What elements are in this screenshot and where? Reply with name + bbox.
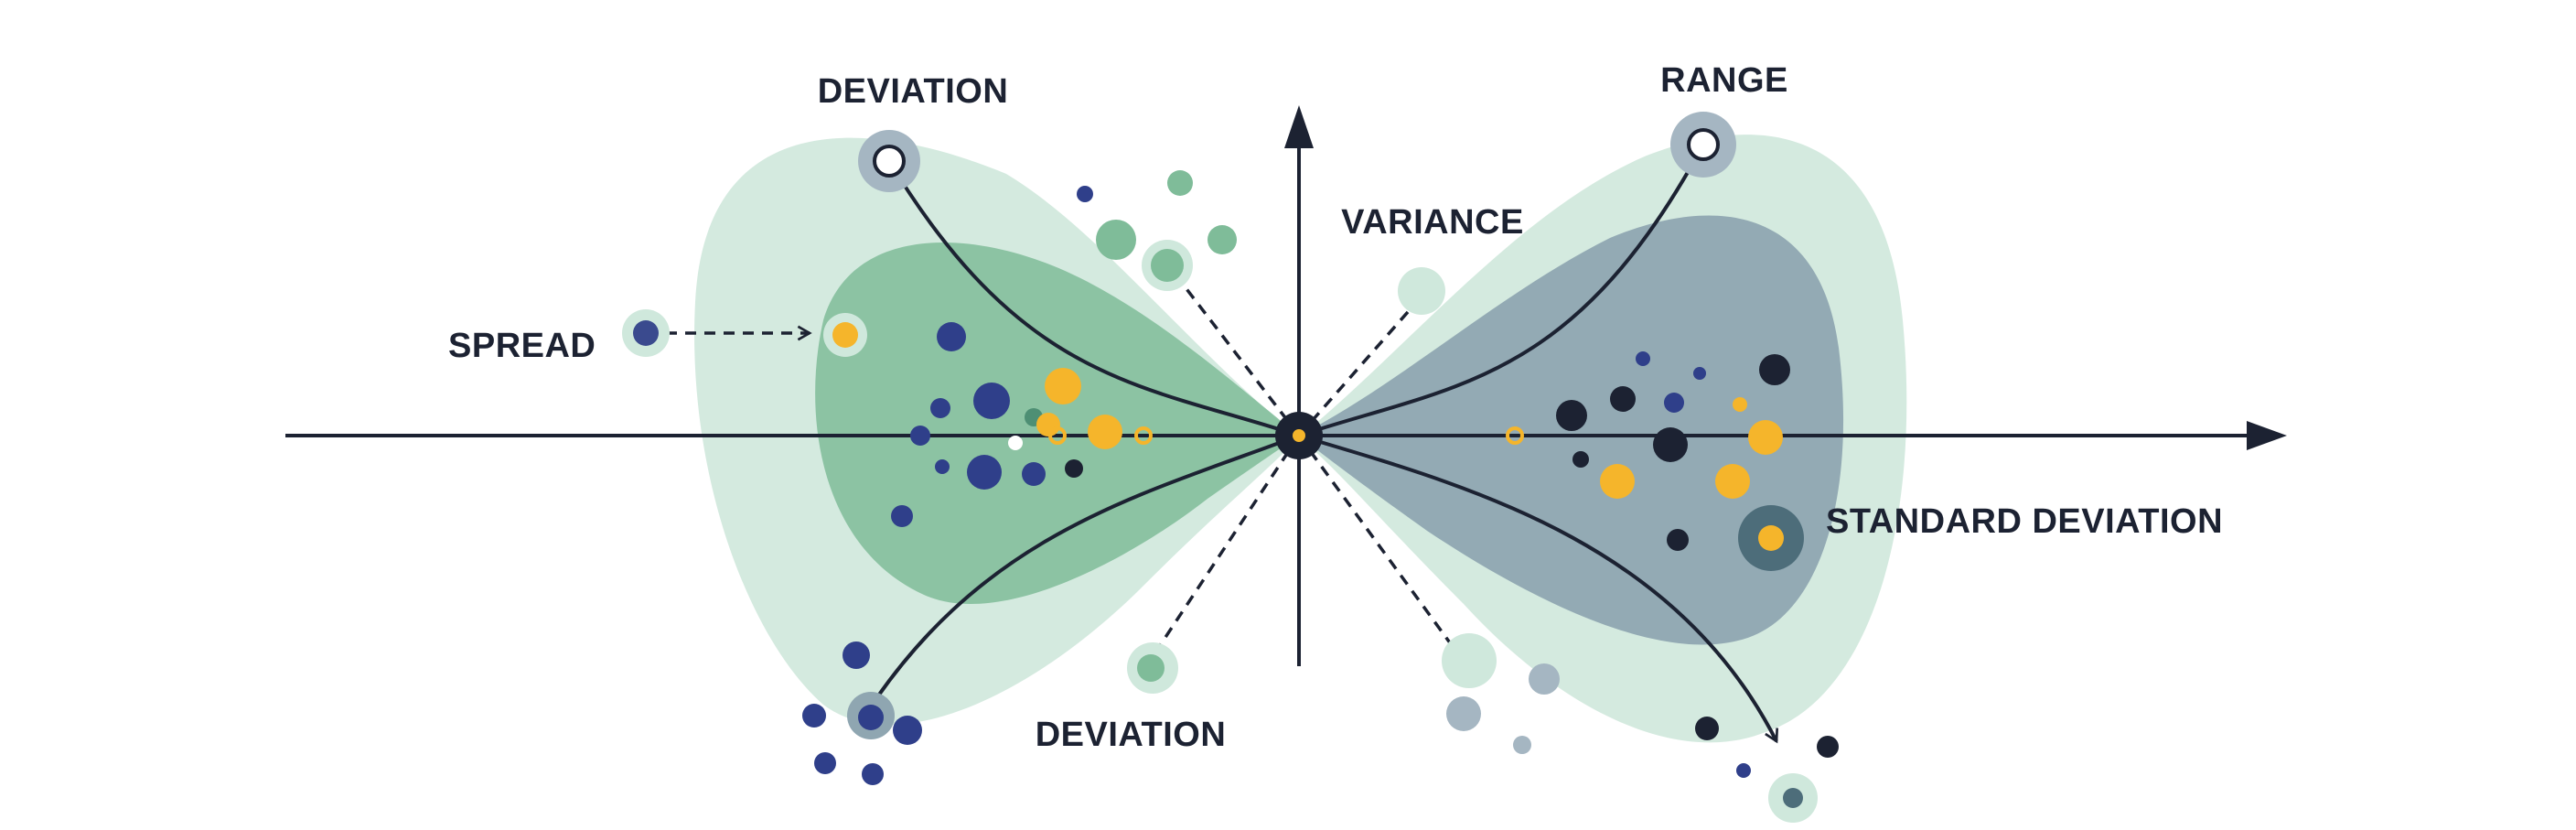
label-deviation-top: DEVIATION xyxy=(818,72,1009,111)
data-point xyxy=(1096,220,1136,260)
data-point xyxy=(802,704,826,728)
data-point xyxy=(1667,529,1689,551)
data-point xyxy=(858,705,884,730)
data-point xyxy=(1008,436,1023,450)
curve-to-bottom-left xyxy=(867,434,1300,712)
label-range: RANGE xyxy=(1660,61,1788,100)
label-spread: SPREAD xyxy=(448,327,596,365)
right-cluster xyxy=(1506,351,1790,551)
left-cluster xyxy=(891,322,1153,527)
dashed-variance-arrow xyxy=(1297,279,1436,437)
outer-dots xyxy=(802,170,1839,823)
axes xyxy=(285,105,2287,666)
origin-point-center xyxy=(1293,429,1305,442)
data-point xyxy=(1036,413,1060,437)
label-variance: VARIANCE xyxy=(1341,203,1524,242)
data-point xyxy=(1693,367,1706,380)
data-point xyxy=(935,459,950,474)
curve-to-deviation-top xyxy=(887,159,1300,437)
dashed-lower-right xyxy=(1297,434,1480,684)
data-point xyxy=(1695,717,1719,740)
data-point xyxy=(1783,788,1803,808)
data-point xyxy=(1572,451,1589,468)
data-point xyxy=(1817,736,1839,758)
data-point xyxy=(1664,393,1684,413)
data-point xyxy=(1529,663,1560,695)
data-point xyxy=(1065,459,1083,478)
data-point xyxy=(930,398,950,418)
data-point xyxy=(1022,462,1046,486)
labels: DEVIATION RANGE VARIANCE SPREAD STANDARD… xyxy=(448,61,2223,754)
data-point xyxy=(1167,170,1193,196)
data-point xyxy=(910,426,930,446)
data-point xyxy=(893,716,922,745)
data-point xyxy=(1759,354,1790,385)
data-point xyxy=(891,505,913,527)
label-deviation-bottom: DEVIATION xyxy=(1036,716,1227,754)
data-point xyxy=(1715,464,1750,499)
data-point xyxy=(862,763,884,785)
spread-marker xyxy=(633,320,659,346)
data-point xyxy=(1748,420,1783,455)
data-point xyxy=(1398,267,1445,315)
data-point xyxy=(1137,654,1165,682)
x-axis-arrowhead xyxy=(2247,421,2287,450)
data-point xyxy=(1600,464,1635,499)
standard-deviation-marker xyxy=(1758,525,1784,551)
data-point xyxy=(937,322,966,351)
dashed-lower-left xyxy=(1155,435,1301,651)
data-point xyxy=(843,641,870,669)
data-point xyxy=(814,752,836,774)
data-point xyxy=(1045,368,1081,404)
deviation-top-marker xyxy=(873,145,906,178)
dashed-upper-left xyxy=(1174,273,1301,437)
range-marker xyxy=(1687,128,1720,161)
data-point xyxy=(1556,400,1587,431)
data-point xyxy=(1506,426,1524,445)
curve-to-bottom-right xyxy=(1298,434,1779,744)
data-point xyxy=(1442,633,1497,688)
data-point xyxy=(1653,427,1688,462)
data-point xyxy=(1134,426,1153,445)
solid-curves xyxy=(867,144,1779,744)
data-point xyxy=(1048,426,1067,445)
data-point xyxy=(1610,386,1636,412)
data-point xyxy=(1077,186,1093,202)
dashed-arrows xyxy=(666,273,1480,684)
data-point xyxy=(1151,249,1184,282)
data-point xyxy=(1446,696,1481,731)
y-axis-arrowhead xyxy=(1284,105,1314,148)
spread-target xyxy=(832,322,858,348)
data-point xyxy=(1208,225,1237,254)
data-point xyxy=(1088,415,1122,449)
data-point xyxy=(1513,736,1531,754)
label-standard-deviation: STANDARD DEVIATION xyxy=(1826,502,2223,541)
data-point xyxy=(973,383,1010,419)
data-point xyxy=(1733,397,1747,412)
data-point xyxy=(1636,351,1650,366)
data-point xyxy=(967,455,1002,490)
data-point xyxy=(1736,763,1751,778)
curve-to-range xyxy=(1298,144,1705,437)
label-markers xyxy=(622,112,1804,571)
